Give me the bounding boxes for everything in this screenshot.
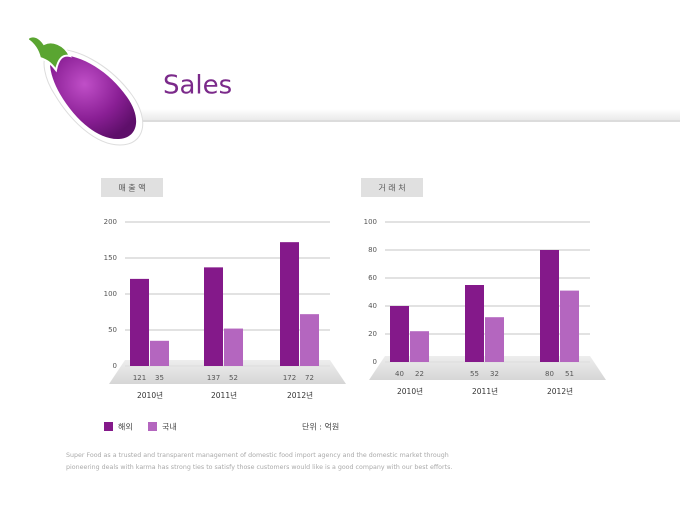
- bar: [465, 285, 484, 362]
- data-label: 55: [470, 370, 479, 378]
- bar: [150, 340, 169, 366]
- y-tick-label: 60: [368, 274, 377, 282]
- bar: [224, 328, 243, 366]
- y-tick-label: 80: [368, 246, 377, 254]
- bar: [410, 331, 429, 362]
- header-band: [110, 36, 680, 122]
- data-label: 172: [283, 374, 296, 382]
- y-tick-label: 150: [104, 254, 117, 262]
- x-tick-label: 2012년: [287, 390, 313, 400]
- y-tick-label: 0: [113, 362, 117, 370]
- footer-text: Super Food as a trusted and transparent …: [66, 452, 449, 459]
- y-tick-label: 100: [104, 290, 117, 298]
- y-tick-label: 200: [104, 218, 117, 226]
- slide-title: Sales: [163, 71, 232, 101]
- data-label: 72: [305, 374, 314, 382]
- y-tick-label: 0: [373, 358, 377, 366]
- data-label: 80: [545, 370, 554, 378]
- x-tick-label: 2011년: [472, 386, 498, 396]
- data-label: 137: [207, 374, 220, 382]
- chart-title-box: [361, 178, 423, 197]
- bar: [485, 317, 504, 362]
- y-tick-label: 20: [368, 330, 377, 338]
- data-label: 35: [155, 374, 164, 382]
- bar: [130, 278, 149, 366]
- legend-swatch: [104, 422, 113, 431]
- footer-text: pioneering deals with karma has strong t…: [66, 464, 452, 471]
- x-tick-label: 2010년: [137, 390, 163, 400]
- bar: [390, 306, 409, 362]
- legend-label: 해외: [118, 422, 133, 432]
- x-tick-label: 2010년: [397, 386, 423, 396]
- y-tick-label: 40: [368, 302, 377, 310]
- chart-title: 매 출 액: [118, 183, 145, 193]
- data-label: 32: [490, 370, 499, 378]
- bar: [540, 250, 559, 362]
- legend-label: 국내: [162, 423, 177, 432]
- eggplant-icon: [27, 35, 144, 146]
- data-label: 22: [415, 370, 424, 378]
- chart-title: 거 래 처: [378, 184, 405, 193]
- bar: [560, 290, 579, 362]
- y-tick-label: 100: [364, 218, 377, 226]
- unit-note: 단위 : 억원: [302, 422, 339, 432]
- y-tick-label: 50: [108, 326, 117, 334]
- data-label: 121: [133, 374, 146, 382]
- bar: [280, 242, 299, 366]
- x-tick-label: 2011년: [211, 390, 237, 400]
- data-label: 52: [229, 374, 238, 382]
- x-tick-label: 2012년: [547, 386, 573, 396]
- bar: [204, 267, 223, 366]
- chart-title-box: [101, 178, 163, 197]
- data-label: 40: [395, 370, 404, 378]
- bar: [300, 314, 319, 366]
- legend-swatch: [148, 422, 157, 431]
- data-label: 51: [565, 370, 574, 378]
